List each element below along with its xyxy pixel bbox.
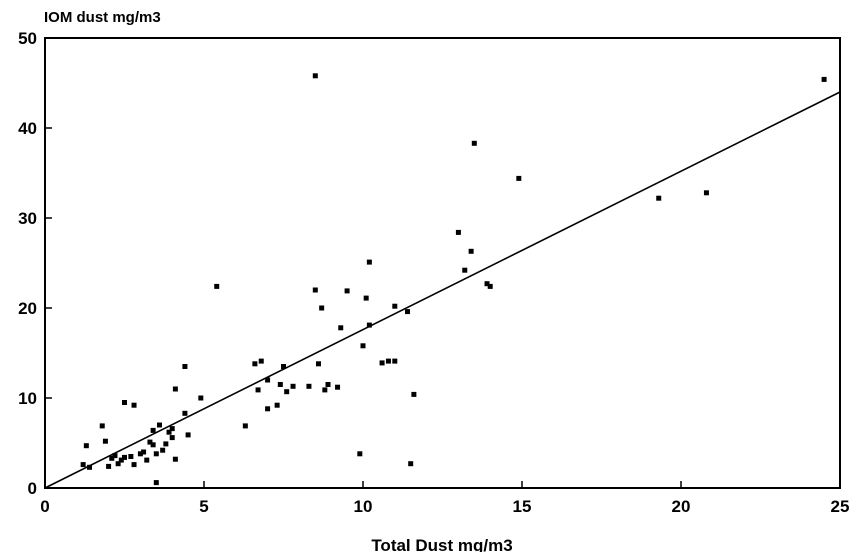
data-point [147, 439, 153, 445]
data-point [385, 358, 391, 364]
data-point [258, 358, 264, 364]
x-axis-title: Total Dust mg/m3 [371, 536, 512, 552]
y-tick-label: 0 [28, 479, 37, 498]
data-point [80, 462, 86, 468]
data-point [290, 383, 296, 389]
data-point [99, 423, 105, 429]
data-point [87, 464, 93, 470]
data-point [411, 391, 417, 397]
data-point [344, 288, 350, 294]
data-point [487, 283, 493, 289]
x-tick-label: 0 [40, 497, 49, 516]
data-point [122, 454, 127, 460]
data-point [137, 451, 143, 457]
data-point [182, 410, 188, 416]
data-point [153, 480, 159, 486]
data-point [325, 382, 331, 387]
x-tick-label: 25 [831, 497, 850, 516]
data-point [128, 454, 134, 459]
y-axis: 0 10 20 30 40 50 [18, 29, 52, 498]
data-point [118, 457, 124, 463]
data-point [338, 325, 344, 331]
data-point [122, 400, 127, 405]
data-point [471, 140, 477, 146]
data-point [252, 361, 258, 367]
data-points [80, 73, 827, 486]
data-point [281, 364, 286, 369]
data-point [274, 402, 280, 408]
y-tick-label: 40 [18, 119, 37, 138]
data-point [703, 190, 709, 196]
data-point [255, 387, 261, 393]
data-point [366, 259, 372, 265]
data-point [182, 364, 188, 369]
data-point [360, 343, 366, 349]
data-point [131, 462, 137, 468]
y-tick-label: 50 [18, 29, 37, 48]
y-tick-label: 10 [18, 389, 37, 408]
data-point [112, 453, 118, 459]
data-point [335, 384, 341, 390]
x-tick-label: 10 [354, 497, 373, 516]
data-point [163, 441, 169, 447]
data-point [214, 283, 220, 289]
data-point [392, 358, 398, 364]
data-point [277, 382, 283, 387]
data-point [160, 447, 166, 453]
data-point [319, 305, 325, 311]
data-point [115, 461, 121, 467]
data-point [312, 287, 318, 293]
data-point [462, 267, 468, 273]
data-point [185, 432, 191, 438]
data-point [455, 229, 461, 235]
data-point [198, 395, 204, 401]
data-point [109, 455, 115, 461]
data-point [284, 389, 290, 395]
data-point [265, 406, 271, 412]
plot-frame [44, 37, 841, 489]
data-point [144, 457, 150, 463]
data-point [405, 309, 411, 315]
data-point [166, 429, 172, 435]
x-axis: 0 5 10 15 20 25 [40, 481, 849, 516]
data-point [102, 438, 108, 444]
data-point [392, 303, 398, 309]
x-tick-label: 15 [513, 497, 532, 516]
data-point [366, 322, 372, 328]
data-point [357, 451, 363, 457]
data-point [408, 461, 414, 467]
data-point [379, 360, 385, 366]
data-point [265, 377, 271, 383]
data-point [169, 435, 175, 441]
data-point [150, 427, 156, 433]
data-point [516, 175, 522, 181]
data-point [172, 386, 178, 392]
x-tick-label: 20 [672, 497, 691, 516]
data-point [656, 195, 662, 201]
data-point [141, 449, 147, 455]
data-point [821, 76, 827, 82]
data-point [83, 443, 89, 449]
data-point [484, 281, 490, 287]
data-point [131, 402, 137, 408]
data-point [172, 456, 178, 462]
data-point [242, 423, 248, 429]
y-axis-title: IOM dust mg/m3 [44, 9, 161, 26]
data-point [322, 387, 328, 393]
data-point [363, 295, 369, 301]
data-point [156, 422, 162, 428]
data-point [312, 73, 318, 79]
data-point [150, 442, 156, 448]
data-point [468, 248, 474, 254]
data-point [153, 451, 159, 457]
regression-line [44, 91, 841, 489]
y-tick-label: 30 [18, 209, 37, 228]
data-point [169, 426, 175, 432]
data-point [306, 383, 312, 389]
x-tick-label: 5 [199, 497, 208, 516]
data-point [106, 463, 112, 469]
y-tick-label: 20 [18, 299, 37, 318]
data-point [315, 361, 321, 367]
